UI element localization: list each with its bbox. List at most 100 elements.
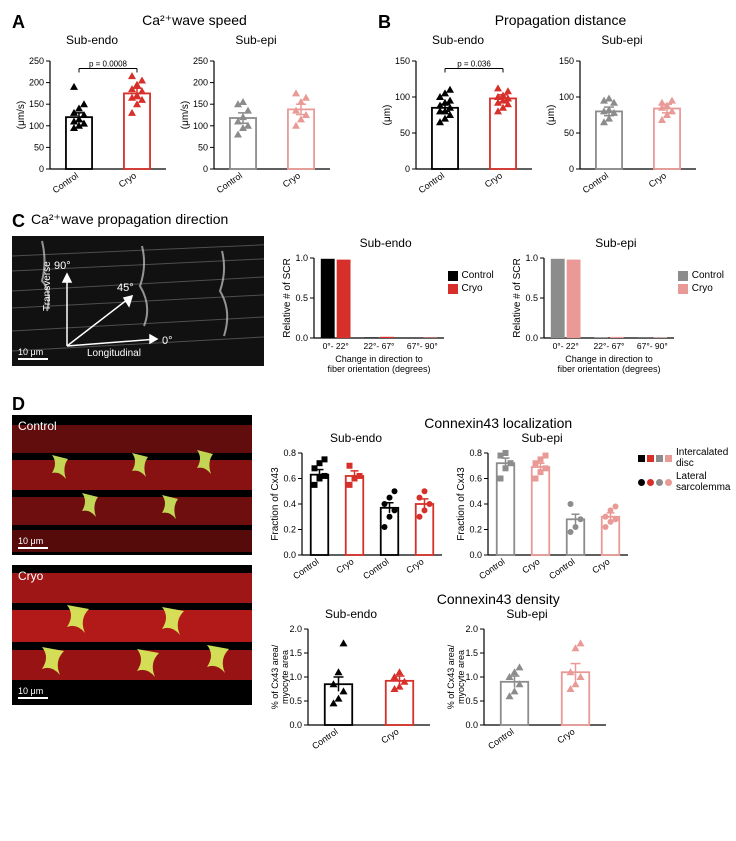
svg-text:1.5: 1.5 — [289, 648, 302, 658]
chart-c-epi: 0.00.51.0Relative # of SCR0°- 22°22°- 67… — [508, 250, 678, 380]
svg-text:myocyte area: myocyte area — [456, 650, 466, 704]
svg-text:150: 150 — [193, 99, 208, 109]
svg-text:0°- 22°: 0°- 22° — [322, 341, 348, 351]
svg-text:Cryo: Cryo — [590, 556, 611, 575]
d-loc: Connexin43 localization Sub-endo 0.00.20… — [266, 415, 730, 585]
svg-text:150: 150 — [559, 56, 574, 66]
svg-text:100: 100 — [29, 121, 44, 131]
svg-text:0.6: 0.6 — [283, 474, 296, 484]
svg-text:Control: Control — [215, 170, 245, 195]
svg-text:50: 50 — [198, 142, 208, 152]
svg-text:Control: Control — [291, 556, 321, 581]
chart-d-dens-endo: 0.00.51.01.52.0% of Cx43 area/myocyte ar… — [266, 621, 436, 751]
c-epi-leg1: Cryo — [692, 283, 713, 294]
svg-text:p = 0.036: p = 0.036 — [457, 60, 491, 69]
svg-text:0.5: 0.5 — [295, 293, 308, 303]
svg-text:1.0: 1.0 — [525, 253, 538, 263]
d-micro-cryo: Cryo 10 μm — [12, 565, 252, 705]
svg-text:Cryo: Cryo — [555, 726, 576, 745]
panel-a-label: A — [12, 12, 25, 33]
svg-text:22°- 67°: 22°- 67° — [593, 341, 624, 351]
svg-text:(μm): (μm) — [382, 105, 393, 126]
b-epi-title: Sub-epi — [601, 33, 642, 47]
c-endo-leg1: Cryo — [462, 283, 483, 294]
svg-text:150: 150 — [29, 99, 44, 109]
chart-d-loc-epi: 0.00.20.40.60.8Fraction of Cx43ControlCr… — [452, 445, 632, 585]
svg-text:0: 0 — [203, 164, 208, 174]
a-endo-title: Sub-endo — [66, 33, 118, 47]
svg-text:0°- 22°: 0°- 22° — [552, 341, 578, 351]
svg-text:0.2: 0.2 — [469, 525, 482, 535]
svg-text:Cryo: Cryo — [334, 556, 355, 575]
svg-text:1.0: 1.0 — [289, 672, 302, 682]
b-endo-title: Sub-endo — [432, 33, 484, 47]
d-loc-leg-ls: Lateral sarcolemma — [676, 471, 730, 493]
d-loc-leg-id: Intercalated disc — [676, 447, 730, 469]
svg-text:Control: Control — [581, 170, 611, 195]
svg-text:250: 250 — [193, 56, 208, 66]
c-annot-0: 0° — [162, 335, 173, 347]
chart-a-epi: 050100150200250(μm/s)ControlCryo — [176, 47, 336, 197]
svg-text:0: 0 — [405, 164, 410, 174]
chart-d-dens-epi: 0.00.51.01.52.0% of Cx43 area/myocyte ar… — [442, 621, 612, 751]
c-epi-title: Sub-epi — [595, 236, 636, 250]
c-scalebar: 10 μm — [18, 347, 48, 360]
d-loc-endo-t: Sub-endo — [330, 431, 382, 445]
chart-a-endo: 050100150200250(μm/s)ControlCryop = 0.00… — [12, 47, 172, 197]
svg-text:0.8: 0.8 — [469, 448, 482, 458]
c-endo-title: Sub-endo — [360, 236, 412, 250]
svg-text:fiber orientation (degrees): fiber orientation (degrees) — [327, 364, 430, 374]
c-annot-trans: Transverse — [42, 261, 53, 311]
panel-d: D — [12, 394, 724, 751]
d-dens-epi-t: Sub-epi — [506, 607, 547, 621]
panel-d-label: D — [12, 394, 25, 415]
svg-text:50: 50 — [400, 128, 410, 138]
d-dens-title: Connexin43 density — [266, 591, 730, 607]
svg-text:0.0: 0.0 — [289, 720, 302, 730]
svg-text:Cryo: Cryo — [281, 170, 302, 189]
d-micrographs: Control 10 μm — [12, 415, 252, 705]
svg-text:0.0: 0.0 — [295, 333, 308, 343]
d-dens-endo-t: Sub-endo — [325, 607, 377, 621]
svg-text:22°- 67°: 22°- 67° — [363, 341, 394, 351]
svg-text:0: 0 — [569, 164, 574, 174]
svg-text:(μm/s): (μm/s) — [16, 101, 27, 130]
svg-text:0.4: 0.4 — [283, 499, 296, 509]
svg-text:50: 50 — [34, 142, 44, 152]
svg-text:Cryo: Cryo — [520, 556, 541, 575]
svg-text:(μm/s): (μm/s) — [180, 101, 191, 130]
svg-text:fiber orientation (degrees): fiber orientation (degrees) — [557, 364, 660, 374]
svg-text:Relative # of SCR: Relative # of SCR — [282, 258, 293, 337]
svg-text:Control: Control — [51, 170, 81, 195]
svg-text:Change in direction to: Change in direction to — [335, 354, 423, 364]
c-annot-90: 90° — [54, 260, 71, 272]
svg-text:250: 250 — [29, 56, 44, 66]
panel-a: A Ca²⁺wave speed Sub-endo 0 50 100 150 200 25… — [12, 12, 358, 197]
svg-text:200: 200 — [193, 78, 208, 88]
svg-text:Control: Control — [486, 726, 516, 751]
panel-b-title: Propagation distance — [397, 12, 724, 28]
svg-text:0.0: 0.0 — [283, 550, 296, 560]
panel-c-title: Ca²⁺wave propagation direction — [31, 211, 228, 228]
panel-c-label: C — [12, 211, 25, 232]
c-micrograph: 0° 45° 90° Longitudinal Transverse 10 μm — [12, 236, 264, 366]
svg-text:Control: Control — [361, 556, 391, 581]
d-scale2-txt: 10 μm — [18, 686, 43, 696]
svg-text:0.5: 0.5 — [525, 293, 538, 303]
d-dens: Connexin43 density Sub-endo 0.0 0.5 1.0 1.5… — [266, 591, 730, 751]
d-loc-epi-t: Sub-epi — [521, 431, 562, 445]
svg-text:100: 100 — [559, 92, 574, 102]
svg-text:% of Cx43 area/: % of Cx43 area/ — [446, 644, 456, 709]
svg-text:Relative # of SCR: Relative # of SCR — [512, 258, 523, 337]
c-micrograph-svg: 0° 45° 90° Longitudinal Transverse — [12, 236, 264, 366]
svg-text:0.5: 0.5 — [465, 696, 478, 706]
panel-a-title: Ca²⁺wave speed — [31, 12, 358, 29]
svg-text:Change in direction to: Change in direction to — [565, 354, 653, 364]
svg-text:Fraction of Cx43: Fraction of Cx43 — [456, 467, 467, 541]
d-scale1: 10 μm — [18, 536, 48, 549]
panel-a-charts: Sub-endo 0 50 100 150 200 250 (μm/s) Control Cry… — [12, 33, 358, 197]
svg-text:2.0: 2.0 — [465, 624, 478, 634]
svg-text:Control: Control — [310, 726, 340, 751]
svg-text:150: 150 — [395, 56, 410, 66]
svg-text:(μm): (μm) — [546, 105, 557, 126]
